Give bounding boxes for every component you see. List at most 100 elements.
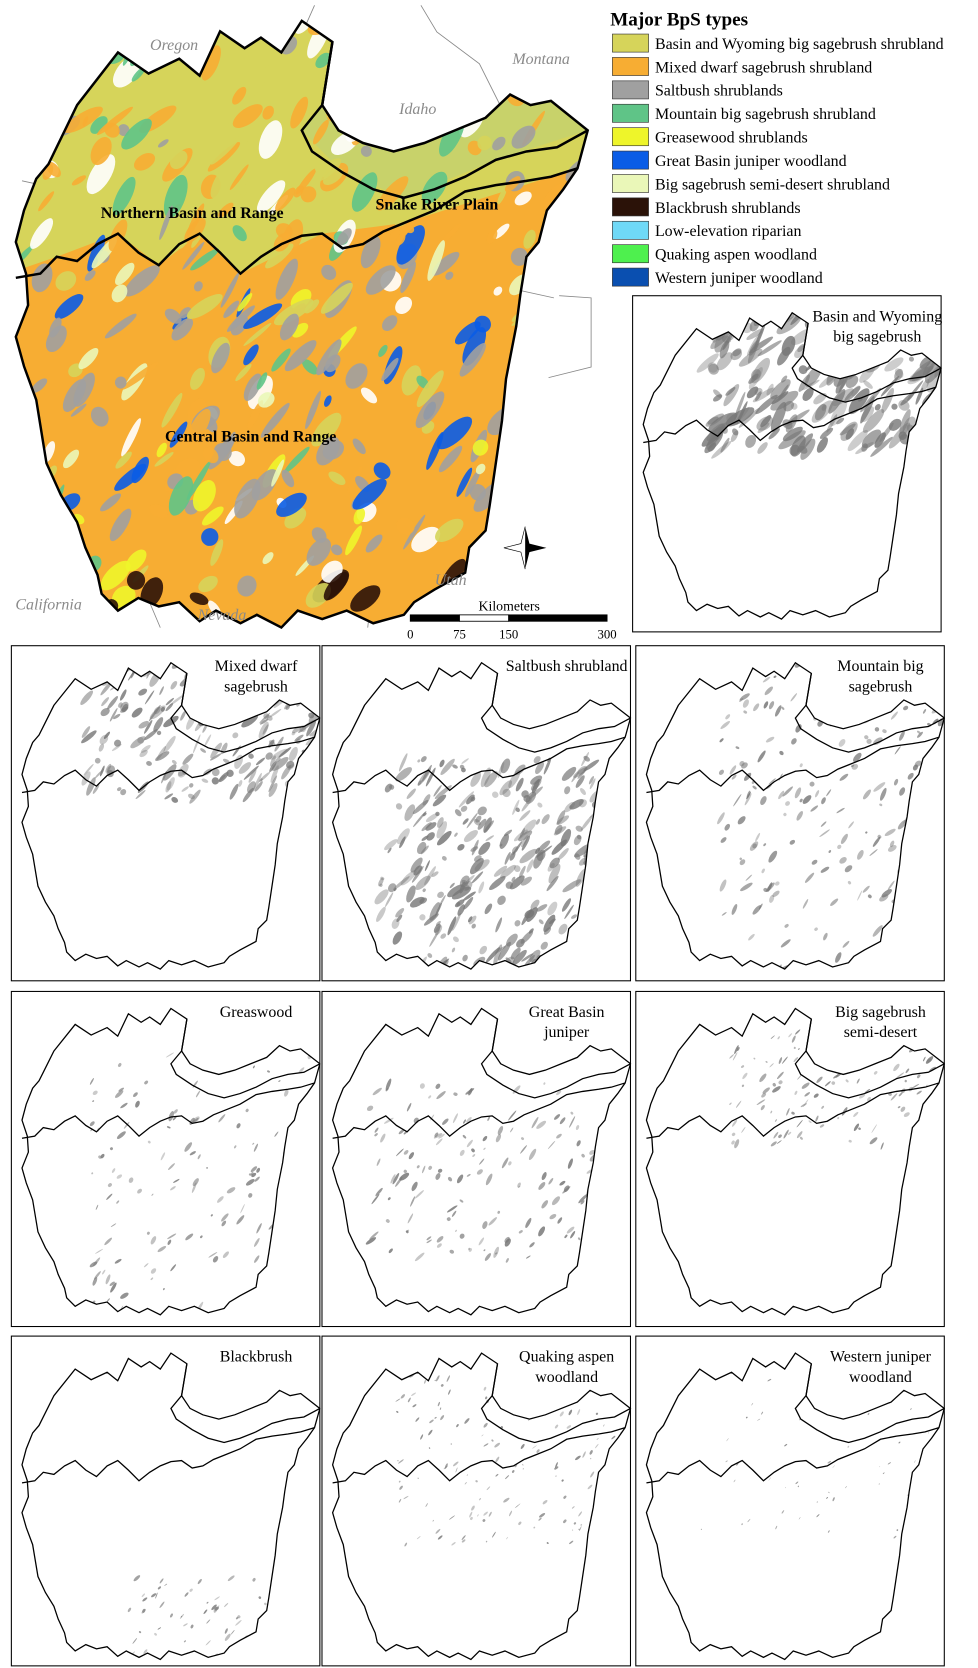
vegetation-patch: [569, 95, 589, 114]
panel-title: semi-desert: [844, 1024, 918, 1041]
vegetation-patch: [487, 510, 508, 532]
vegetation-patch: [474, 45, 510, 85]
legend: Major BpS typesBasin and Wyoming big sag…: [610, 10, 943, 287]
vegetation-patch: [565, 373, 590, 392]
panel: Blackbrush: [11, 1336, 320, 1666]
panel-title: sagebrush: [224, 678, 288, 695]
scale-tick-label: 75: [453, 627, 466, 641]
panel-frame: [11, 991, 319, 1326]
vegetation-patch: [373, 32, 398, 55]
legend-swatch: [612, 57, 648, 75]
panel: Basin and Wyomingbig sagebrush: [633, 277, 950, 632]
vegetation-patch: [529, 502, 550, 531]
panel-title: Big sagebrush: [835, 1004, 926, 1021]
region-label: Northern Basin and Range: [101, 205, 284, 222]
vegetation-patch: [544, 340, 575, 373]
vegetation-patch: [60, 554, 88, 581]
vegetation-patch: [406, 121, 423, 139]
vegetation-patch: [8, 538, 35, 566]
compass-star: [504, 527, 525, 570]
vegetation-patch: [542, 332, 584, 371]
scale-segment: [509, 615, 607, 621]
vegetation-patch: [371, 40, 408, 80]
scale-title: Kilometers: [479, 599, 540, 614]
vegetation-patch: [23, 490, 58, 520]
panel-title: Mountain big: [837, 658, 923, 675]
vegetation-patch: [542, 229, 558, 249]
vegetation-patch: [528, 498, 569, 537]
vegetation-patch: [494, 551, 513, 575]
vegetation-patch: [552, 302, 585, 336]
legend-label: Mixed dwarf sagebrush shrubland: [655, 59, 872, 76]
vegetation-patch: [486, 44, 514, 85]
legend-swatch: [612, 128, 648, 146]
vegetation-patch: [541, 22, 571, 49]
panel-title: Saltbush shrubland: [506, 658, 628, 675]
vegetation-patch: [344, 95, 371, 137]
vegetation-patch: [36, 45, 51, 61]
legend-label: Great Basin juniper woodland: [655, 153, 847, 170]
vegetation-patch: [548, 252, 577, 278]
panel-frame: [636, 991, 944, 1326]
panel-title: woodland: [849, 1369, 912, 1386]
legend-swatch: [612, 81, 648, 99]
region-label: Snake River Plain: [375, 197, 498, 214]
vegetation-patch: [561, 238, 589, 262]
vegetation-patch: [45, 483, 66, 522]
state-label: Utah: [435, 572, 467, 589]
vegetation-patch: [544, 538, 585, 573]
panel-frame: [11, 646, 319, 981]
panel: Mixed dwarf sagebrush: [11, 646, 328, 981]
scale-tick-label: 300: [598, 627, 617, 641]
legend-swatch: [612, 198, 648, 216]
vegetation-patch: [539, 353, 577, 389]
panel-title: Greaswood: [220, 1004, 293, 1021]
legend-swatch: [612, 104, 648, 122]
legend-label: Quaking aspen woodland: [655, 247, 817, 264]
vegetation-patch: [381, 19, 398, 41]
vegetation-patch: [515, 65, 543, 96]
panel-title: juniper: [543, 1024, 590, 1041]
vegetation-patch: [26, 553, 39, 568]
state-label: California: [15, 597, 81, 614]
vegetation-patch: [331, 37, 369, 76]
vegetation-patch: [578, 499, 597, 521]
vegetation-patch: [2, 21, 30, 46]
main-map: OregonMontanaIdahoUtahCaliforniaNevadaNo…: [0, 0, 617, 653]
vegetation-patch: [517, 498, 554, 535]
vegetation-patch: [535, 529, 548, 543]
vegetation-patch: [332, 89, 350, 111]
vegetation-patch: [452, 17, 474, 47]
panel-title: Quaking aspen: [519, 1349, 614, 1366]
legend-label: Greasewood shrublands: [655, 130, 808, 147]
panel-title: Basin and Wyoming: [812, 308, 942, 325]
vegetation-patch: [18, 555, 43, 597]
vegetation-patch: [558, 430, 577, 448]
vegetation-patch: [15, 555, 38, 580]
vegetation-patch: [21, 111, 45, 143]
vegetation-patch: [354, 619, 370, 635]
figure: OregonMontanaIdahoUtahCaliforniaNevadaNo…: [0, 0, 978, 1668]
panel-frame: [322, 646, 630, 981]
vegetation-patch: [390, 48, 416, 74]
panel: Greaswood: [11, 991, 323, 1326]
state-label: Oregon: [150, 37, 198, 54]
state-label: Montana: [511, 51, 570, 68]
state-line: [549, 296, 592, 378]
legend-label: Western juniper woodland: [655, 270, 823, 287]
panel: Big sagebrush semi-desert: [636, 991, 947, 1326]
vegetation-patch: [206, 23, 217, 37]
vegetation-patch: [560, 315, 579, 335]
legend-swatch: [612, 245, 648, 263]
panel-title: sagebrush: [849, 678, 913, 695]
legend-swatch: [612, 268, 648, 286]
panel-title: Great Basin: [529, 1004, 605, 1021]
vegetation-patch: [494, 532, 510, 548]
vegetation-patch: [66, 9, 92, 50]
panel: Great Basin juniper: [322, 991, 632, 1326]
panel-title: Blackbrush: [220, 1349, 293, 1366]
panel-frame: [636, 646, 944, 981]
vegetation-patch: [15, 76, 50, 102]
panel-frame: [322, 991, 630, 1326]
panel-title: Mixed dwarf: [215, 658, 298, 675]
